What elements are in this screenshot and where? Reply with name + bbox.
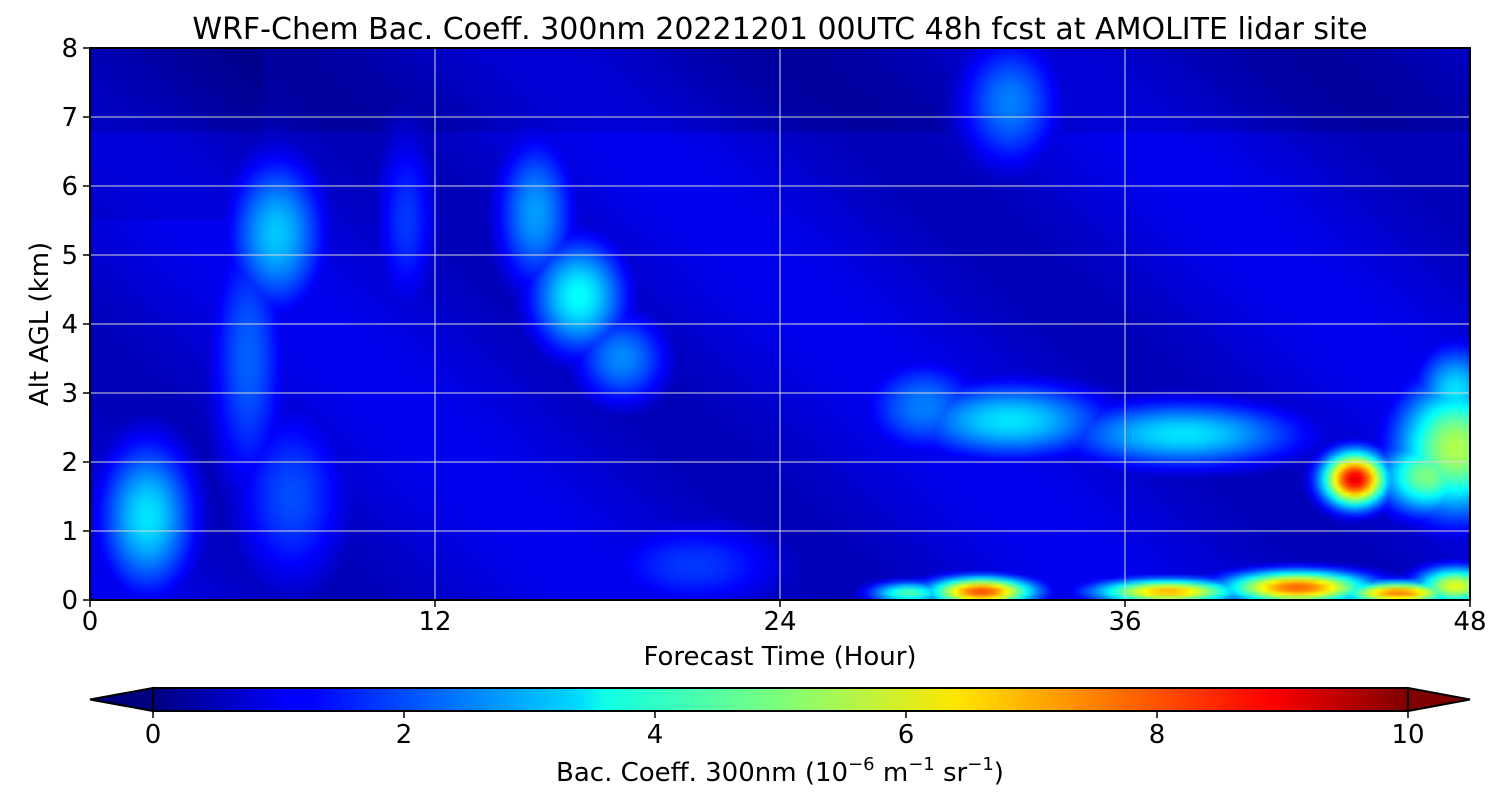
y-tick-label: 7 [61,103,78,133]
y-tick-label: 1 [61,517,78,547]
y-tick-label: 2 [61,448,78,478]
x-axis-ticks: 0 12 24 36 48 [82,600,1487,637]
colorbar-label-exp2: −1 [908,754,935,775]
colorbar-extend-high [1407,686,1471,713]
colorbar-label-exp1: −6 [848,754,875,775]
y-tick-label: 4 [61,310,78,340]
colorbar-gradient [153,688,1408,711]
colorbar-label-mid: m [875,758,909,788]
grid-lines [90,48,1470,600]
x-axis-label: Forecast Time (Hour) [643,642,916,672]
x-tick-label: 0 [82,607,99,637]
y-tick-label: 8 [61,34,78,64]
colorbar-tick-label: 2 [396,720,413,750]
colorbar-ticks: 0 2 4 6 8 10 [145,711,1425,750]
chart-title: WRF-Chem Bac. Coeff. 300nm 20221201 00UT… [192,12,1367,47]
y-tick-label: 6 [61,172,78,202]
colorbar-label-mid2: sr [935,758,968,788]
y-axis-ticks: 0 1 2 3 4 5 6 7 8 [61,34,90,616]
colorbar-label-exp3: −1 [967,754,994,775]
y-tick-label: 3 [61,379,78,409]
colorbar-label-main: Bac. Coeff. 300nm (10 [556,758,848,788]
colorbar-tick-label: 10 [1391,720,1424,750]
colorbar-extend-low [89,686,154,713]
colorbar-tick-label: 0 [145,720,162,750]
colorbar: 0 2 4 6 8 10 [89,686,1471,750]
x-tick-label: 24 [763,607,796,637]
y-tick-label: 5 [61,241,78,271]
y-axis-label: Alt AGL (km) [25,242,55,406]
y-tick-label: 0 [61,586,78,616]
x-tick-label: 12 [418,607,451,637]
colorbar-frame [152,687,1409,712]
colorbar-label: Bac. Coeff. 300nm (10−6 m−1 sr−1) [556,754,1004,788]
colorbar-label-end: ) [994,758,1004,788]
colorbar-tick-label: 4 [647,720,664,750]
x-tick-label: 36 [1108,607,1141,637]
x-tick-label: 48 [1453,607,1486,637]
colorbar-tick-label: 8 [1149,720,1166,750]
colorbar-tick-label: 6 [898,720,915,750]
